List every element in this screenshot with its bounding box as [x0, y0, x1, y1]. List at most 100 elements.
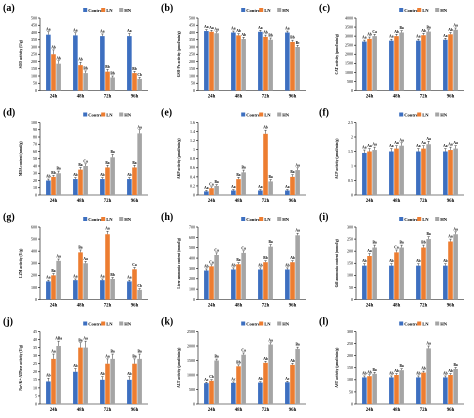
- bar-hn: [214, 33, 219, 91]
- significance-label: Ab: [367, 33, 372, 37]
- y-tick-label: 35: [33, 345, 37, 350]
- panel-letter: (d): [3, 108, 15, 119]
- x-category-label: 72h: [420, 304, 428, 309]
- bar-hn: [241, 354, 246, 404]
- y-axis-label: AST activity (μmol/min/g): [335, 347, 339, 388]
- significance-label: Bb: [236, 360, 240, 364]
- significance-label: Bb: [51, 171, 55, 175]
- significance-label: Ac: [285, 377, 290, 381]
- legend-entry: LN: [422, 8, 429, 13]
- significance-label: Aa: [426, 342, 431, 346]
- significance-label: Aa: [367, 144, 372, 148]
- y-tick-label: 100: [189, 287, 195, 292]
- x-category-label: 96h: [447, 408, 455, 413]
- significance-label: Ab: [236, 29, 241, 33]
- bar-control: [204, 270, 209, 300]
- bar-control: [389, 151, 394, 195]
- bar-hn: [453, 234, 458, 300]
- bar-control: [73, 35, 78, 91]
- legend-entry: HN: [124, 322, 132, 327]
- x-category-label: 96h: [289, 408, 297, 413]
- panel-letter: (g): [3, 212, 15, 223]
- x-category-label: 24h: [208, 304, 216, 309]
- bar-hn: [295, 348, 300, 404]
- chart-panel-l: (l) Control LN HN 0 50 100 150 200 250 300 AST acti…: [319, 317, 464, 413]
- y-tick-label: 100: [189, 73, 195, 78]
- bar-control: [258, 31, 263, 91]
- legend-swatch: [417, 217, 422, 221]
- legend-swatch: [119, 217, 124, 221]
- bar-ln: [421, 148, 426, 195]
- x-category-label: 48h: [235, 95, 243, 100]
- y-tick-label: 600: [189, 235, 195, 240]
- legend-swatch: [119, 112, 124, 117]
- bar-control: [258, 269, 263, 300]
- bar-control: [204, 383, 209, 404]
- y-tick-label: 0.5: [348, 178, 353, 183]
- y-tick-label: 2000: [345, 52, 353, 57]
- y-tick-label: 150: [347, 365, 353, 370]
- y-tick-label: 100: [31, 120, 37, 125]
- x-category-label: 24h: [366, 408, 374, 413]
- significance-label: Ba: [132, 161, 136, 165]
- y-tick-label: 200: [347, 249, 353, 254]
- y-tick-label: 2000: [187, 343, 195, 348]
- y-tick-label: 150: [189, 66, 195, 71]
- bar-control: [204, 191, 209, 195]
- legend-swatch: [435, 217, 440, 221]
- significance-label: Ab: [263, 357, 268, 361]
- y-tick-label: 500: [31, 15, 37, 20]
- y-tick-label: 500: [189, 245, 195, 250]
- y-tick-label: 250: [347, 236, 353, 241]
- significance-label: Aa: [295, 229, 300, 233]
- significance-label: Aa: [399, 138, 404, 142]
- chart-panel-d: (d) Control LN HN 0 10 20 30 40 50 60 70 80 90 100 MDA …: [3, 108, 148, 204]
- y-tick-label: 50: [191, 81, 195, 86]
- significance-label: Aa: [46, 276, 51, 280]
- significance-label: Bb: [105, 65, 109, 69]
- y-tick-label: 0.8: [190, 156, 195, 161]
- y-tick-label: 500: [189, 387, 195, 392]
- legend-swatch: [241, 321, 246, 326]
- bar-control: [285, 32, 290, 91]
- legend-entry: Control: [404, 322, 420, 327]
- y-tick-label: 10: [33, 385, 37, 390]
- significance-label: Ab: [443, 259, 448, 263]
- y-axis-label: GSH-Px activity (μmol/min/g): [177, 30, 181, 77]
- y-tick-label: 400: [189, 30, 195, 35]
- x-category-label: 48h: [235, 199, 243, 204]
- significance-label: Aa: [389, 144, 394, 148]
- significance-label: Bb: [421, 241, 425, 245]
- x-category-label: 48h: [393, 408, 401, 413]
- y-tick-label: 40: [33, 337, 37, 342]
- significance-label: Ab: [416, 371, 421, 375]
- significance-label: Aa: [268, 338, 273, 342]
- bar-control: [46, 381, 51, 404]
- legend-entry: LN: [106, 8, 113, 13]
- bar-hn: [399, 32, 404, 91]
- bar-hn: [372, 247, 377, 300]
- y-tick-label: 300: [31, 44, 37, 49]
- bar-control: [443, 265, 448, 300]
- bar-ln: [78, 252, 83, 300]
- bar-ln: [421, 247, 426, 300]
- y-tick-label: 500: [189, 15, 195, 20]
- y-tick-label: 200: [189, 59, 195, 64]
- bar-hn: [56, 63, 61, 91]
- significance-label: Aa: [204, 25, 209, 29]
- chart-panel-k: (k) Control LN HN 0 500 1000 1500 2000 2500 ALT ac…: [161, 317, 306, 413]
- legend-entry: HN: [282, 8, 290, 13]
- y-tick-label: 1500: [345, 61, 353, 66]
- significance-label: Aa: [448, 235, 453, 239]
- y-tick-label: 50: [349, 285, 353, 290]
- legend-swatch: [399, 321, 404, 326]
- significance-label: Ab: [241, 33, 246, 37]
- y-tick-label: 90: [33, 127, 37, 132]
- significance-label: Ab: [263, 31, 268, 35]
- y-axis-label: AKP activity (μmol/min/g): [177, 138, 181, 179]
- legend-entry: LN: [422, 322, 429, 327]
- bar-hn: [426, 348, 431, 404]
- x-category-label: 96h: [131, 95, 139, 100]
- significance-label: Ca: [132, 263, 137, 267]
- legend-swatch: [259, 217, 264, 221]
